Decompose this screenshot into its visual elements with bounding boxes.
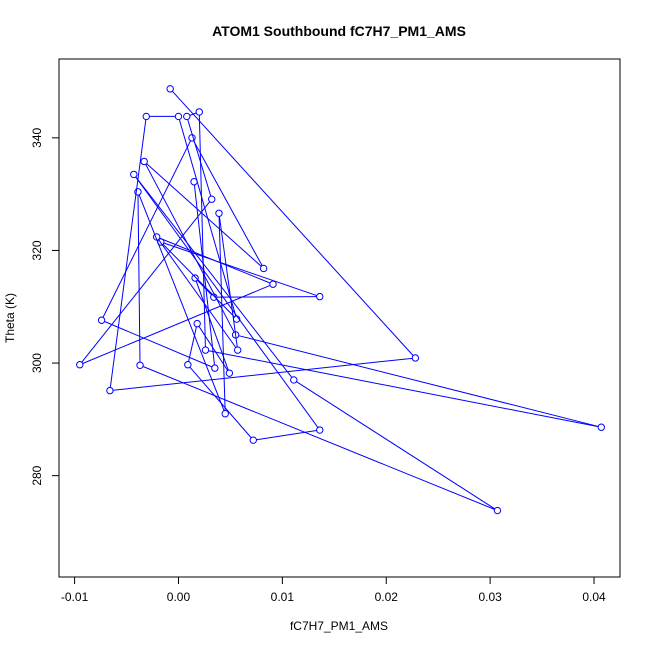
series-segment — [102, 140, 192, 318]
series-segment — [218, 216, 238, 347]
data-point — [232, 315, 241, 323]
data-point — [183, 112, 191, 121]
series-segment — [189, 112, 197, 116]
data-point — [152, 233, 161, 241]
series-segment — [208, 350, 599, 428]
data-point — [316, 292, 324, 301]
y-tick-label: 340 — [30, 127, 44, 147]
data-point — [201, 346, 210, 354]
data-point — [211, 364, 219, 372]
data-points — [76, 85, 605, 515]
y-tick-label: 280 — [30, 465, 44, 485]
series-segment — [142, 366, 495, 510]
chart-title: ATOM1 Southbound fC7H7_PM1_AMS — [212, 23, 466, 39]
y-axis-label: Theta (K) — [3, 293, 17, 343]
series-line — [81, 90, 599, 510]
series-segment — [137, 195, 141, 363]
series-segment — [198, 326, 229, 371]
data-point — [233, 346, 242, 354]
series-segment — [81, 201, 211, 363]
data-point — [290, 376, 298, 384]
x-tick-label: 0.01 — [271, 590, 295, 604]
data-point — [157, 238, 165, 246]
series-segment — [256, 430, 317, 441]
x-tick-label: -0.01 — [61, 590, 89, 604]
series-segment — [193, 184, 215, 365]
data-point — [130, 170, 138, 179]
data-point — [76, 361, 84, 369]
data-point — [411, 354, 420, 362]
series-segment — [193, 140, 263, 266]
y-axis: 280 300 320 340 — [30, 127, 60, 486]
data-point — [259, 264, 268, 273]
series-segment — [158, 239, 237, 348]
series-segment — [135, 176, 319, 428]
x-tick-label: 0.04 — [582, 590, 606, 604]
series-segment — [109, 119, 147, 388]
series-segment — [218, 216, 226, 411]
series-segment — [145, 164, 235, 333]
data-point — [195, 108, 203, 116]
data-point — [140, 157, 148, 166]
y-tick-label: 320 — [30, 240, 44, 260]
data-point — [316, 426, 324, 434]
data-point — [134, 188, 142, 196]
series-segment — [216, 296, 317, 298]
x-tick-label: 0.03 — [478, 590, 502, 604]
series-segment — [82, 284, 271, 364]
series-segment — [135, 176, 293, 378]
series-segment — [171, 90, 414, 356]
data-point — [166, 85, 174, 93]
series-segment — [188, 326, 197, 362]
series-segment — [159, 237, 271, 284]
series-segment — [296, 381, 495, 510]
data-point — [221, 410, 229, 418]
data-point — [215, 209, 223, 217]
series-segment — [187, 119, 212, 197]
x-tick-label: 0.00 — [167, 590, 191, 604]
series-segment — [146, 163, 262, 267]
x-tick-label: 0.02 — [375, 590, 399, 604]
data-point — [191, 274, 199, 282]
data-point — [269, 280, 277, 288]
data-point — [188, 134, 196, 142]
data-point — [493, 506, 502, 515]
data-point — [225, 369, 234, 377]
x-axis-label: fC7H7_PM1_AMS — [290, 619, 388, 633]
series-segment — [138, 194, 225, 411]
y-tick-label: 300 — [30, 353, 44, 373]
data-point — [190, 178, 198, 186]
data-point — [136, 361, 144, 369]
data-point — [184, 361, 192, 369]
data-point — [210, 293, 218, 301]
data-point — [174, 112, 183, 121]
data-point — [193, 319, 201, 328]
data-point — [597, 423, 605, 431]
data-point — [106, 386, 114, 395]
series-segment — [238, 335, 599, 427]
series-segment — [196, 279, 212, 296]
data-point — [249, 436, 257, 444]
series-segment — [163, 242, 317, 297]
x-axis: -0.01 0.00 0.01 0.02 0.03 0.04 — [61, 576, 606, 604]
data-point — [208, 195, 216, 203]
data-point — [142, 112, 150, 121]
series-segment — [113, 357, 413, 391]
series-segment — [104, 321, 213, 368]
data-point — [97, 316, 106, 324]
data-point — [231, 331, 240, 339]
